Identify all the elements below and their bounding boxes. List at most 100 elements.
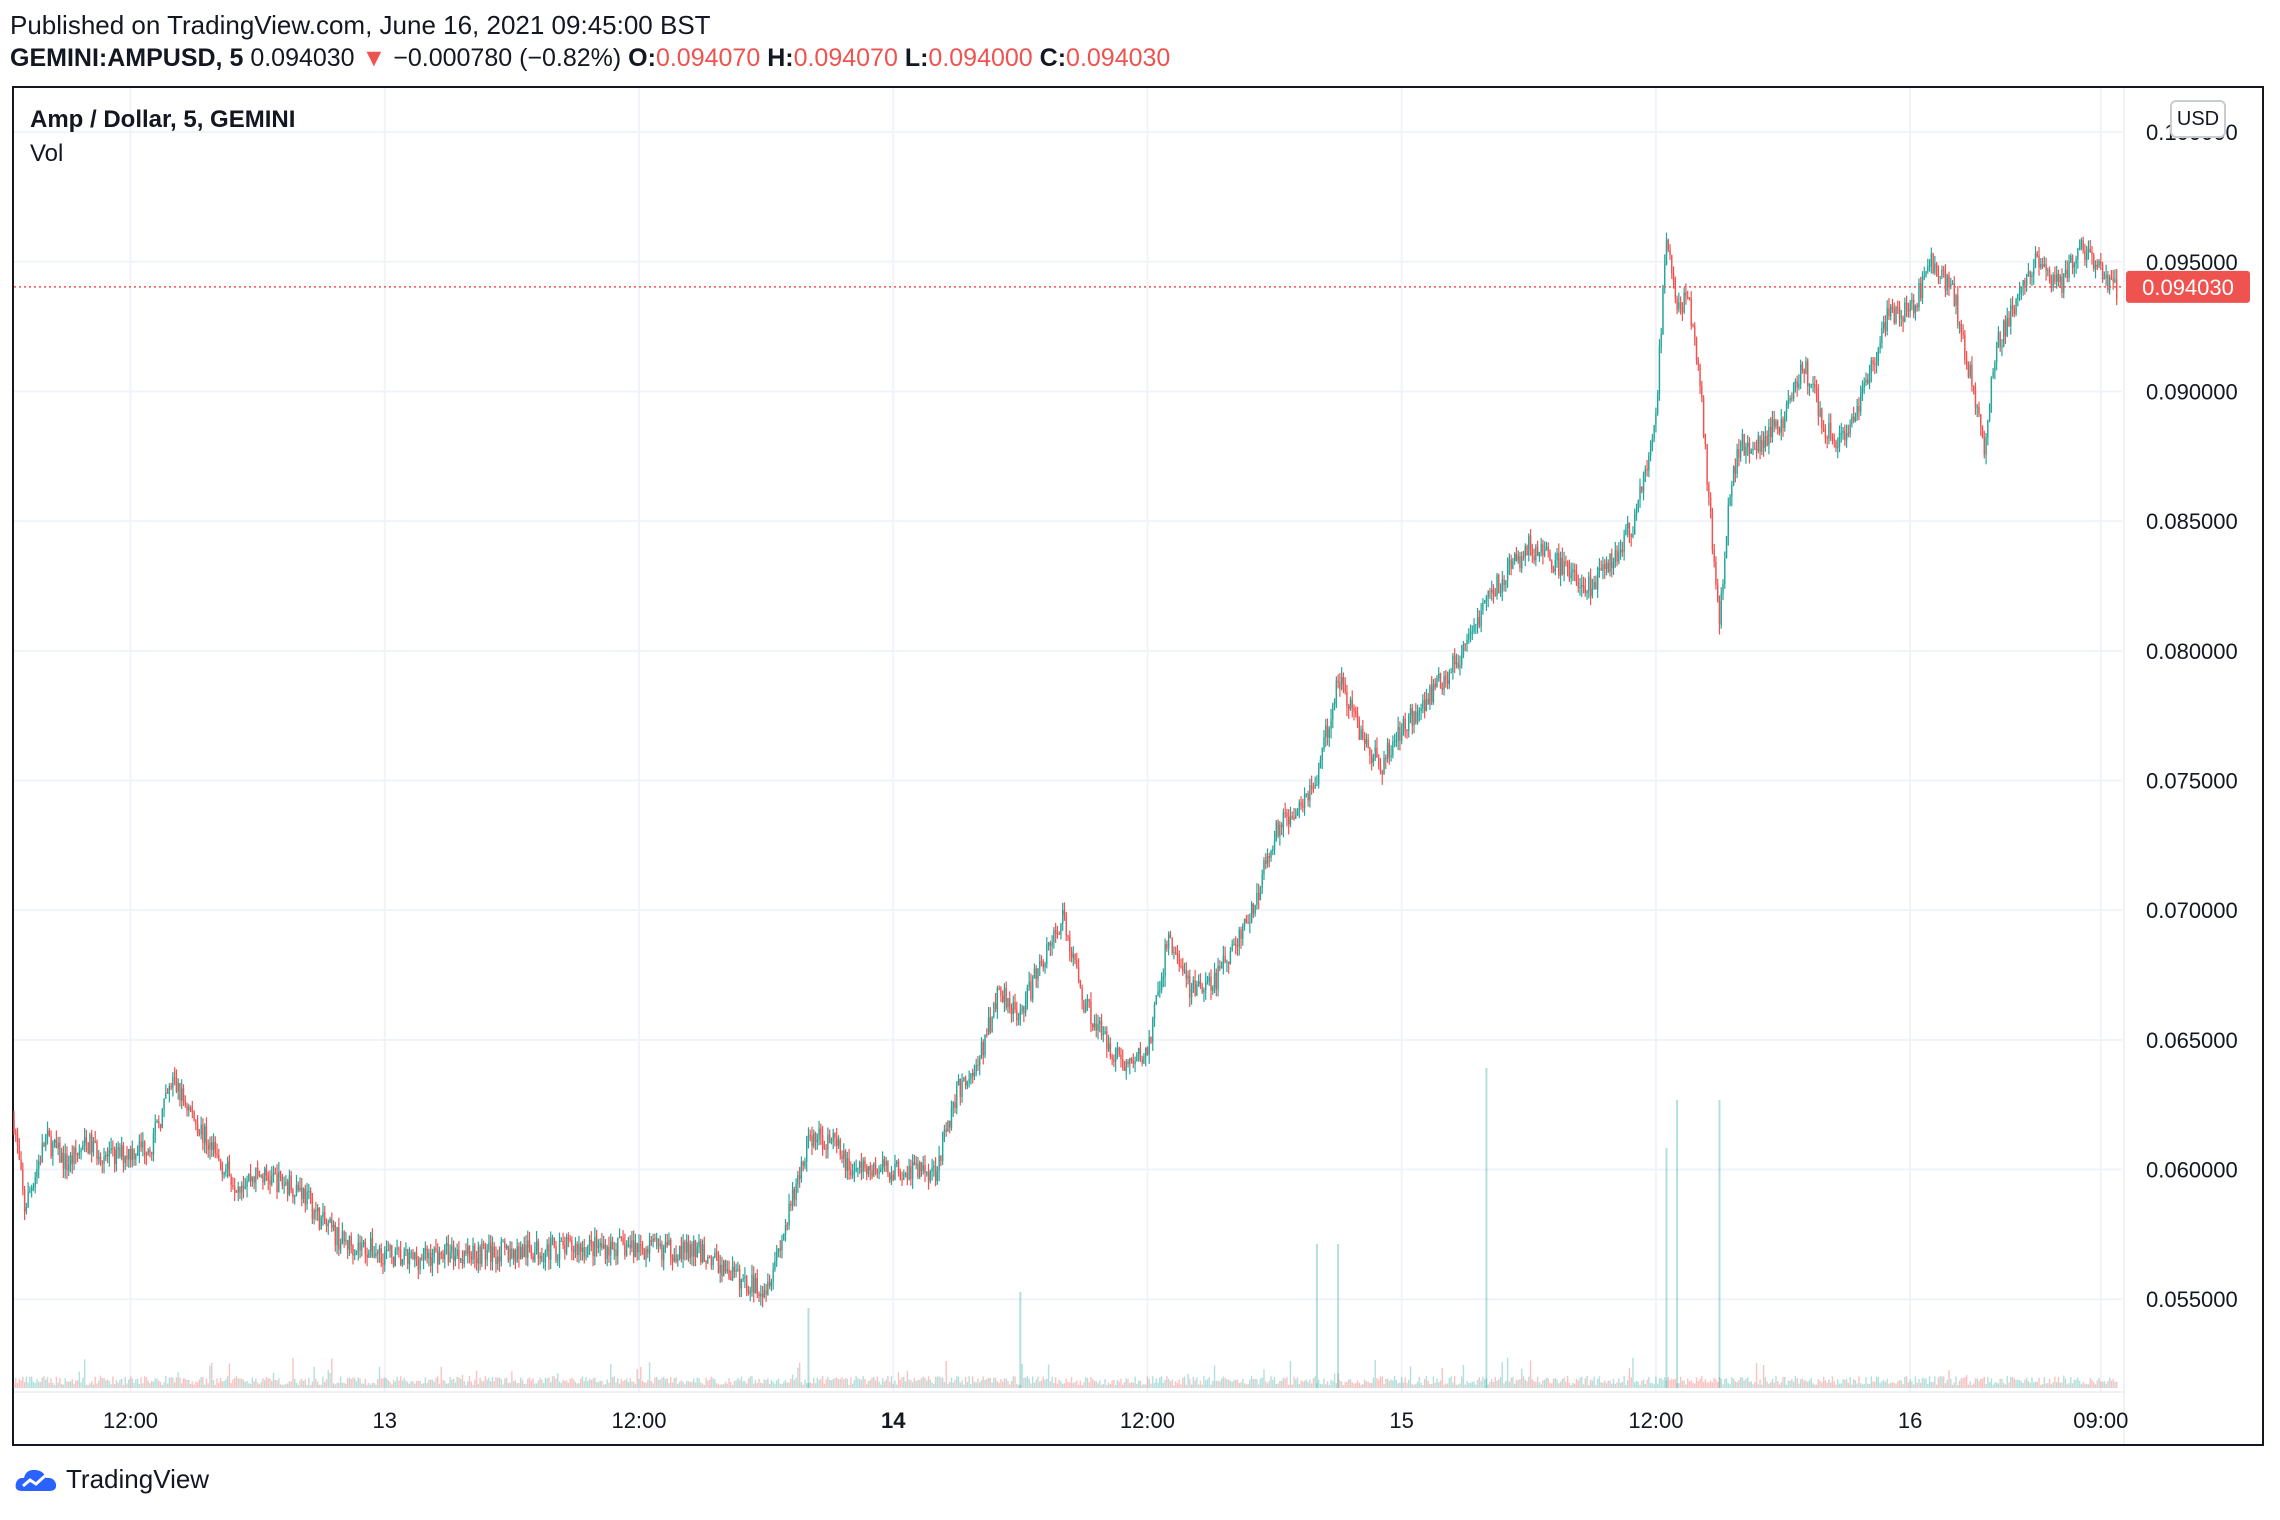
volume-bar bbox=[918, 1380, 921, 1388]
open-value: 0.094070 bbox=[655, 44, 761, 72]
candle-body bbox=[1907, 309, 1910, 312]
candle-body bbox=[2110, 277, 2113, 279]
candle-body bbox=[2055, 273, 2058, 282]
volume-spike bbox=[1337, 1244, 1340, 1388]
volume-bar bbox=[1911, 1381, 1913, 1388]
volume-bar bbox=[2052, 1382, 2054, 1388]
candle-body bbox=[1303, 794, 1306, 808]
volume-bar bbox=[241, 1378, 243, 1388]
volume-bar bbox=[468, 1376, 471, 1388]
volume-bar bbox=[1967, 1384, 1970, 1388]
chart-legend-title[interactable]: Amp / Dollar, 5, GEMINI bbox=[30, 106, 296, 133]
candle-body bbox=[486, 1249, 488, 1260]
candle-body bbox=[191, 1109, 194, 1112]
volume-bar bbox=[1475, 1384, 1477, 1388]
candle-body bbox=[255, 1167, 257, 1183]
volume-bar bbox=[1189, 1378, 1191, 1388]
candle-body bbox=[580, 1244, 582, 1252]
candle-body bbox=[904, 1173, 907, 1175]
candle-body bbox=[915, 1163, 917, 1165]
volume-bar bbox=[152, 1381, 155, 1388]
candle-body bbox=[1257, 892, 1260, 900]
volume-bar bbox=[1326, 1381, 1329, 1388]
candle-body bbox=[650, 1240, 653, 1242]
volume-bar bbox=[671, 1382, 674, 1388]
volume-bar bbox=[1107, 1382, 1110, 1388]
volume-bar bbox=[392, 1379, 395, 1388]
candle-body bbox=[662, 1247, 665, 1261]
candle-body bbox=[1528, 535, 1530, 556]
volume-bar bbox=[1418, 1376, 1421, 1388]
volume-bar bbox=[910, 1380, 912, 1388]
candle-body bbox=[753, 1274, 755, 1293]
volume-bar bbox=[1139, 1380, 1142, 1388]
candle-body bbox=[1566, 561, 1569, 567]
volume-bar bbox=[355, 1381, 358, 1388]
candle-body bbox=[1911, 299, 1913, 304]
volume-bar bbox=[1065, 1378, 1067, 1388]
volume-bar bbox=[1496, 1380, 1498, 1388]
candle-body bbox=[1750, 450, 1752, 454]
candle-body bbox=[1130, 1058, 1133, 1061]
candle-body bbox=[530, 1247, 532, 1256]
candle-body bbox=[1160, 977, 1163, 991]
candle-body bbox=[1183, 970, 1186, 972]
volume-bar bbox=[2070, 1377, 2072, 1388]
currency-button[interactable]: USD bbox=[2170, 100, 2226, 138]
candle-body bbox=[2022, 280, 2024, 287]
candle-body bbox=[1383, 758, 1385, 775]
volume-bar bbox=[1912, 1384, 1915, 1388]
volume-bar bbox=[920, 1378, 923, 1388]
volume-bar bbox=[1291, 1384, 1293, 1388]
volume-bar bbox=[175, 1377, 178, 1388]
volume-bar bbox=[172, 1377, 174, 1388]
candle-body bbox=[1028, 981, 1030, 988]
candle-body bbox=[1457, 662, 1459, 668]
candle-body bbox=[1416, 711, 1419, 723]
volume-bar bbox=[431, 1379, 434, 1388]
candle-body bbox=[945, 1129, 947, 1132]
volume-bar bbox=[1897, 1381, 1899, 1388]
volume-bar bbox=[233, 1378, 236, 1388]
candle-body bbox=[193, 1111, 195, 1121]
candle-body bbox=[1402, 718, 1405, 734]
volume-bar bbox=[498, 1377, 501, 1388]
volume-bar bbox=[1754, 1382, 1756, 1388]
y-tick-label: 0.075000 bbox=[2146, 768, 2238, 793]
volume-bar bbox=[1169, 1381, 1172, 1388]
volume-bar bbox=[380, 1378, 382, 1388]
volume-bar bbox=[341, 1382, 344, 1388]
volume-bar bbox=[620, 1379, 623, 1388]
last-price: 0.094030 bbox=[250, 44, 355, 72]
candle-body bbox=[491, 1246, 494, 1262]
candle-body bbox=[2001, 346, 2003, 348]
volume-bar bbox=[1626, 1379, 1629, 1388]
volume-bar bbox=[998, 1382, 1000, 1388]
volume-bar bbox=[1199, 1380, 1202, 1388]
volume-bar bbox=[1815, 1384, 1818, 1388]
volume-bar bbox=[403, 1377, 405, 1388]
tradingview-brand[interactable]: TradingView bbox=[14, 1464, 209, 1495]
candle-body bbox=[1219, 966, 1221, 969]
candle-body bbox=[1259, 887, 1262, 900]
candle-body bbox=[1406, 729, 1408, 732]
candle-body bbox=[1275, 821, 1278, 840]
volume-legend[interactable]: Vol bbox=[30, 140, 64, 167]
candle-body bbox=[1529, 535, 1532, 550]
volume-bar bbox=[632, 1381, 635, 1388]
candle-body bbox=[1856, 406, 1858, 417]
volume-bar bbox=[848, 1384, 850, 1388]
candle-body bbox=[1803, 369, 1805, 374]
candle-body bbox=[1664, 264, 1666, 286]
volume-bar bbox=[2114, 1381, 2116, 1388]
candle-body bbox=[2006, 317, 2008, 336]
candle-body bbox=[1109, 1043, 1112, 1057]
volume-bar bbox=[701, 1383, 704, 1388]
candle-body bbox=[1450, 672, 1452, 674]
volume-bar bbox=[211, 1362, 213, 1388]
candle-body bbox=[740, 1279, 743, 1289]
candle-body bbox=[405, 1249, 407, 1252]
chart-frame[interactable] bbox=[12, 86, 2264, 1446]
volume-bar bbox=[177, 1372, 179, 1388]
